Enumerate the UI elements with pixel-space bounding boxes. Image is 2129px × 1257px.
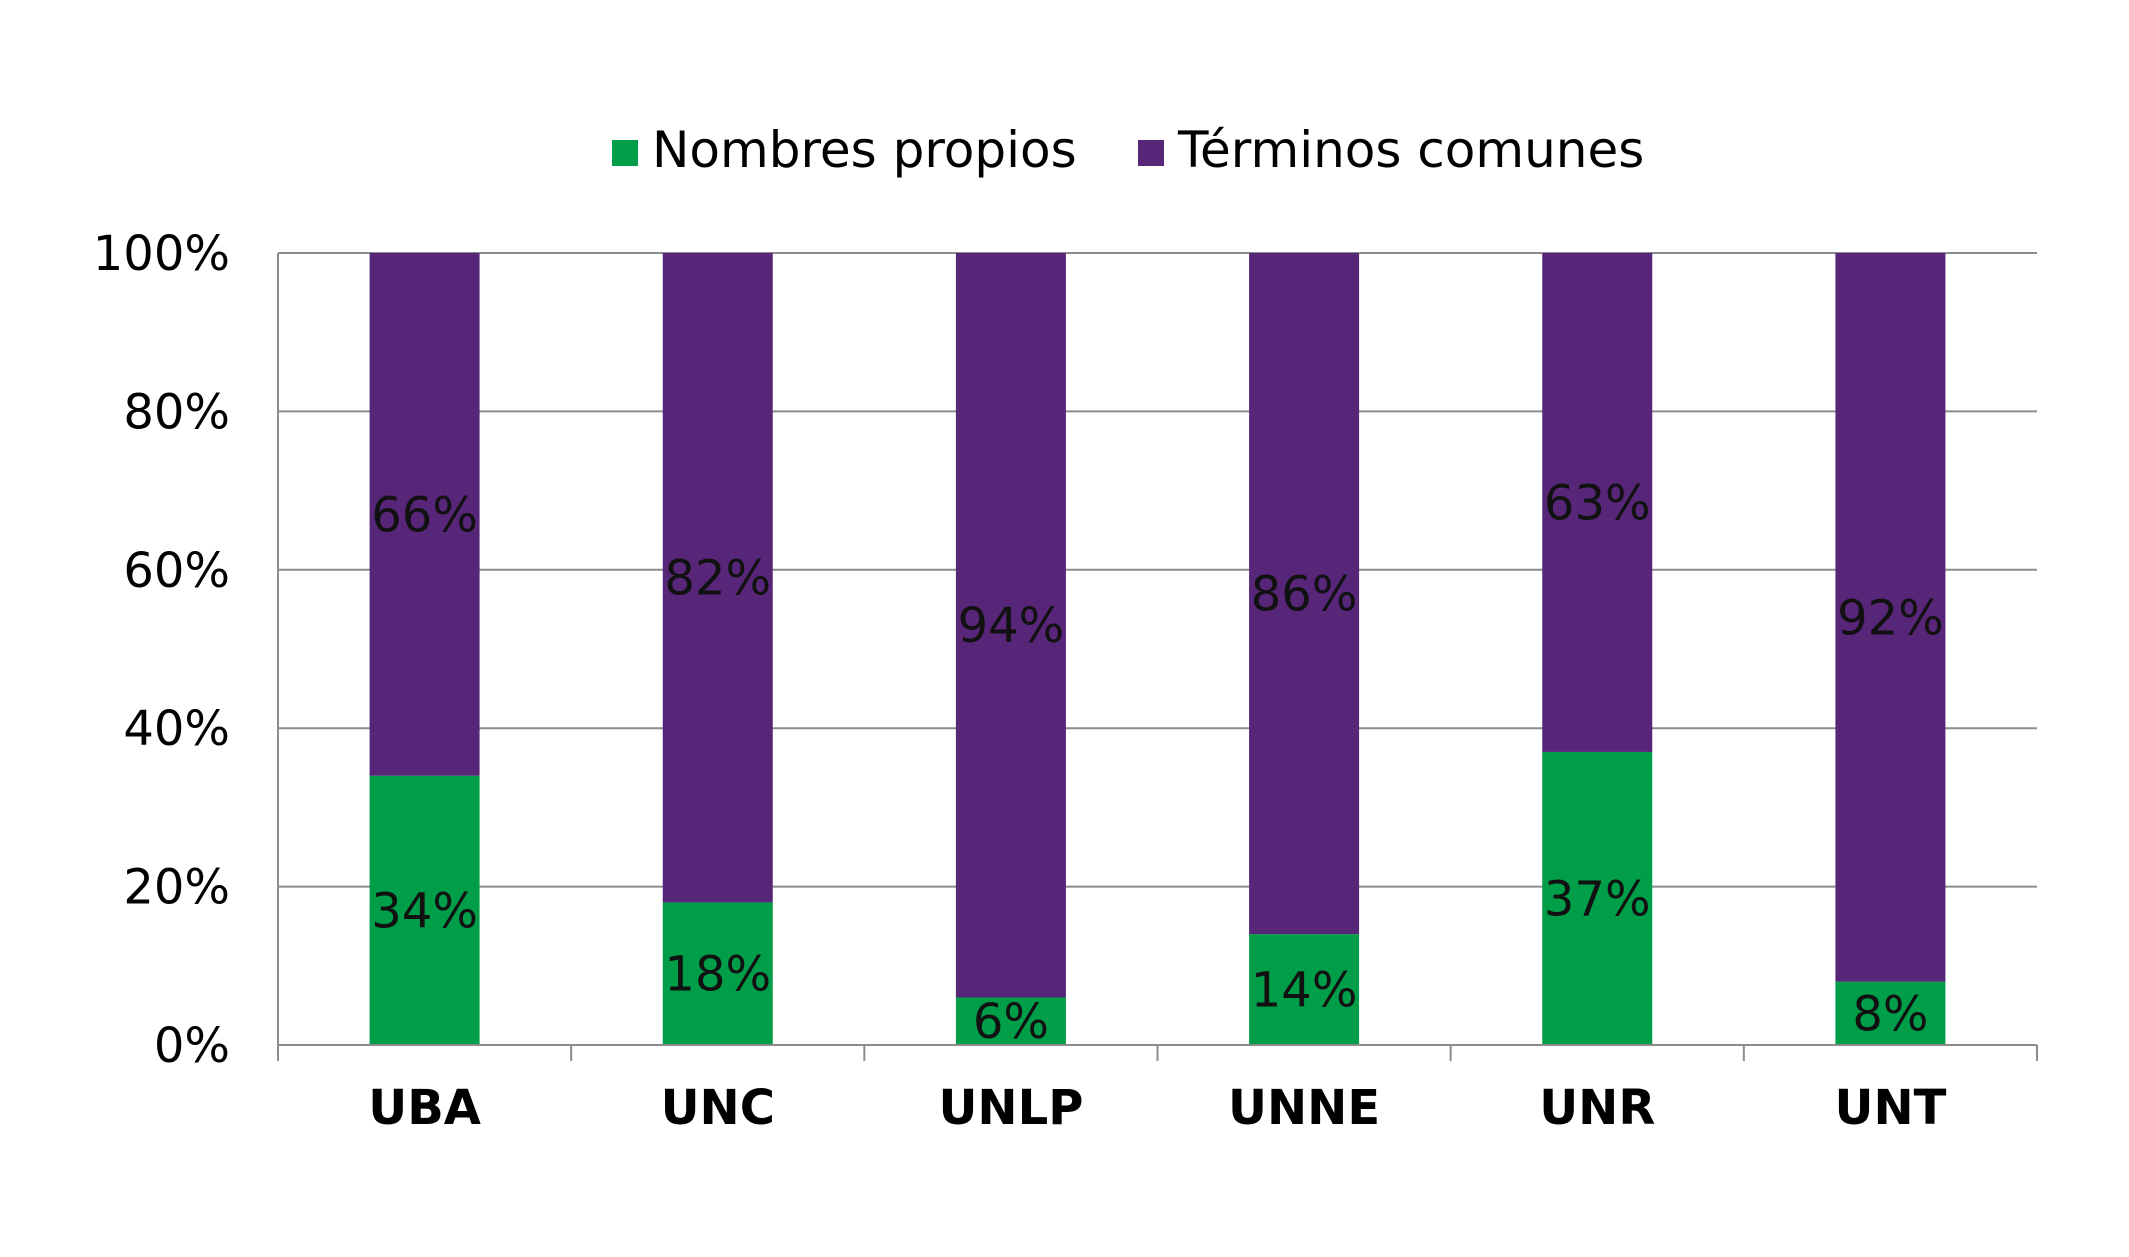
y-tick-label: 60% (123, 543, 230, 599)
bar-terminos-comunes-uba (369, 253, 480, 776)
y-tick-label: 0% (154, 1018, 230, 1074)
legend: Nombres propios Términos comunes (612, 121, 1644, 179)
bar-terminos-comunes-unt (1835, 253, 1946, 982)
bar-nombres-propios-unt (1835, 981, 1946, 1045)
data-label: 94% (958, 598, 1065, 654)
data-label: 92% (1837, 590, 1944, 646)
x-tick-label: UNLP (938, 1080, 1083, 1136)
data-label: 8% (1852, 986, 1928, 1042)
data-label: 63% (1544, 475, 1651, 531)
y-tick-label: 40% (123, 701, 230, 757)
bar-nombres-propios-unc (662, 902, 773, 1045)
y-tick-label: 100% (93, 226, 230, 282)
data-label: 37% (1544, 871, 1651, 927)
y-tick-label: 80% (123, 384, 230, 440)
y-tick-label: 20% (123, 860, 230, 916)
data-label: 14% (1251, 963, 1358, 1019)
axes: 0% 20% 40% 60% 80% 100% UBA UNC UNLP UNNE UNR UNT (93, 226, 2038, 1136)
x-tick-label: UBA (368, 1080, 481, 1136)
x-tick-label: UNR (1539, 1080, 1655, 1136)
bar-terminos-comunes-unlp (955, 253, 1066, 998)
legend-swatch-terminos-comunes (1138, 140, 1164, 166)
bar-nombres-propios-unlp (955, 997, 1066, 1045)
data-label: 34% (371, 883, 478, 939)
gridlines (278, 252, 2037, 888)
data-label: 86% (1251, 567, 1358, 623)
x-tick-label: UNT (1834, 1080, 1946, 1136)
x-tick-label: UNNE (1228, 1080, 1380, 1136)
bar-terminos-comunes-unr (1542, 253, 1653, 752)
bar-terminos-comunes-unc (662, 253, 773, 903)
bars (369, 253, 1946, 1045)
bar-terminos-comunes-unne (1249, 253, 1360, 935)
data-label: 66% (371, 487, 478, 543)
data-labels: 34% 66% 18% 82% 6% 94% 14% 86% 37% 63% 8% 92% (371, 475, 1944, 1050)
legend-label: Nombres propios (652, 121, 1077, 179)
bar-nombres-propios-unne (1249, 934, 1360, 1045)
x-tick-label: UNC (661, 1080, 775, 1136)
bar-nombres-propios-uba (369, 775, 480, 1045)
legend-label: Términos comunes (1177, 121, 1644, 179)
data-label: 18% (664, 947, 771, 1003)
bar-nombres-propios-unr (1542, 751, 1653, 1045)
data-label: 6% (973, 994, 1049, 1050)
legend-swatch-nombres-propios (612, 140, 638, 166)
data-label: 82% (664, 551, 771, 607)
